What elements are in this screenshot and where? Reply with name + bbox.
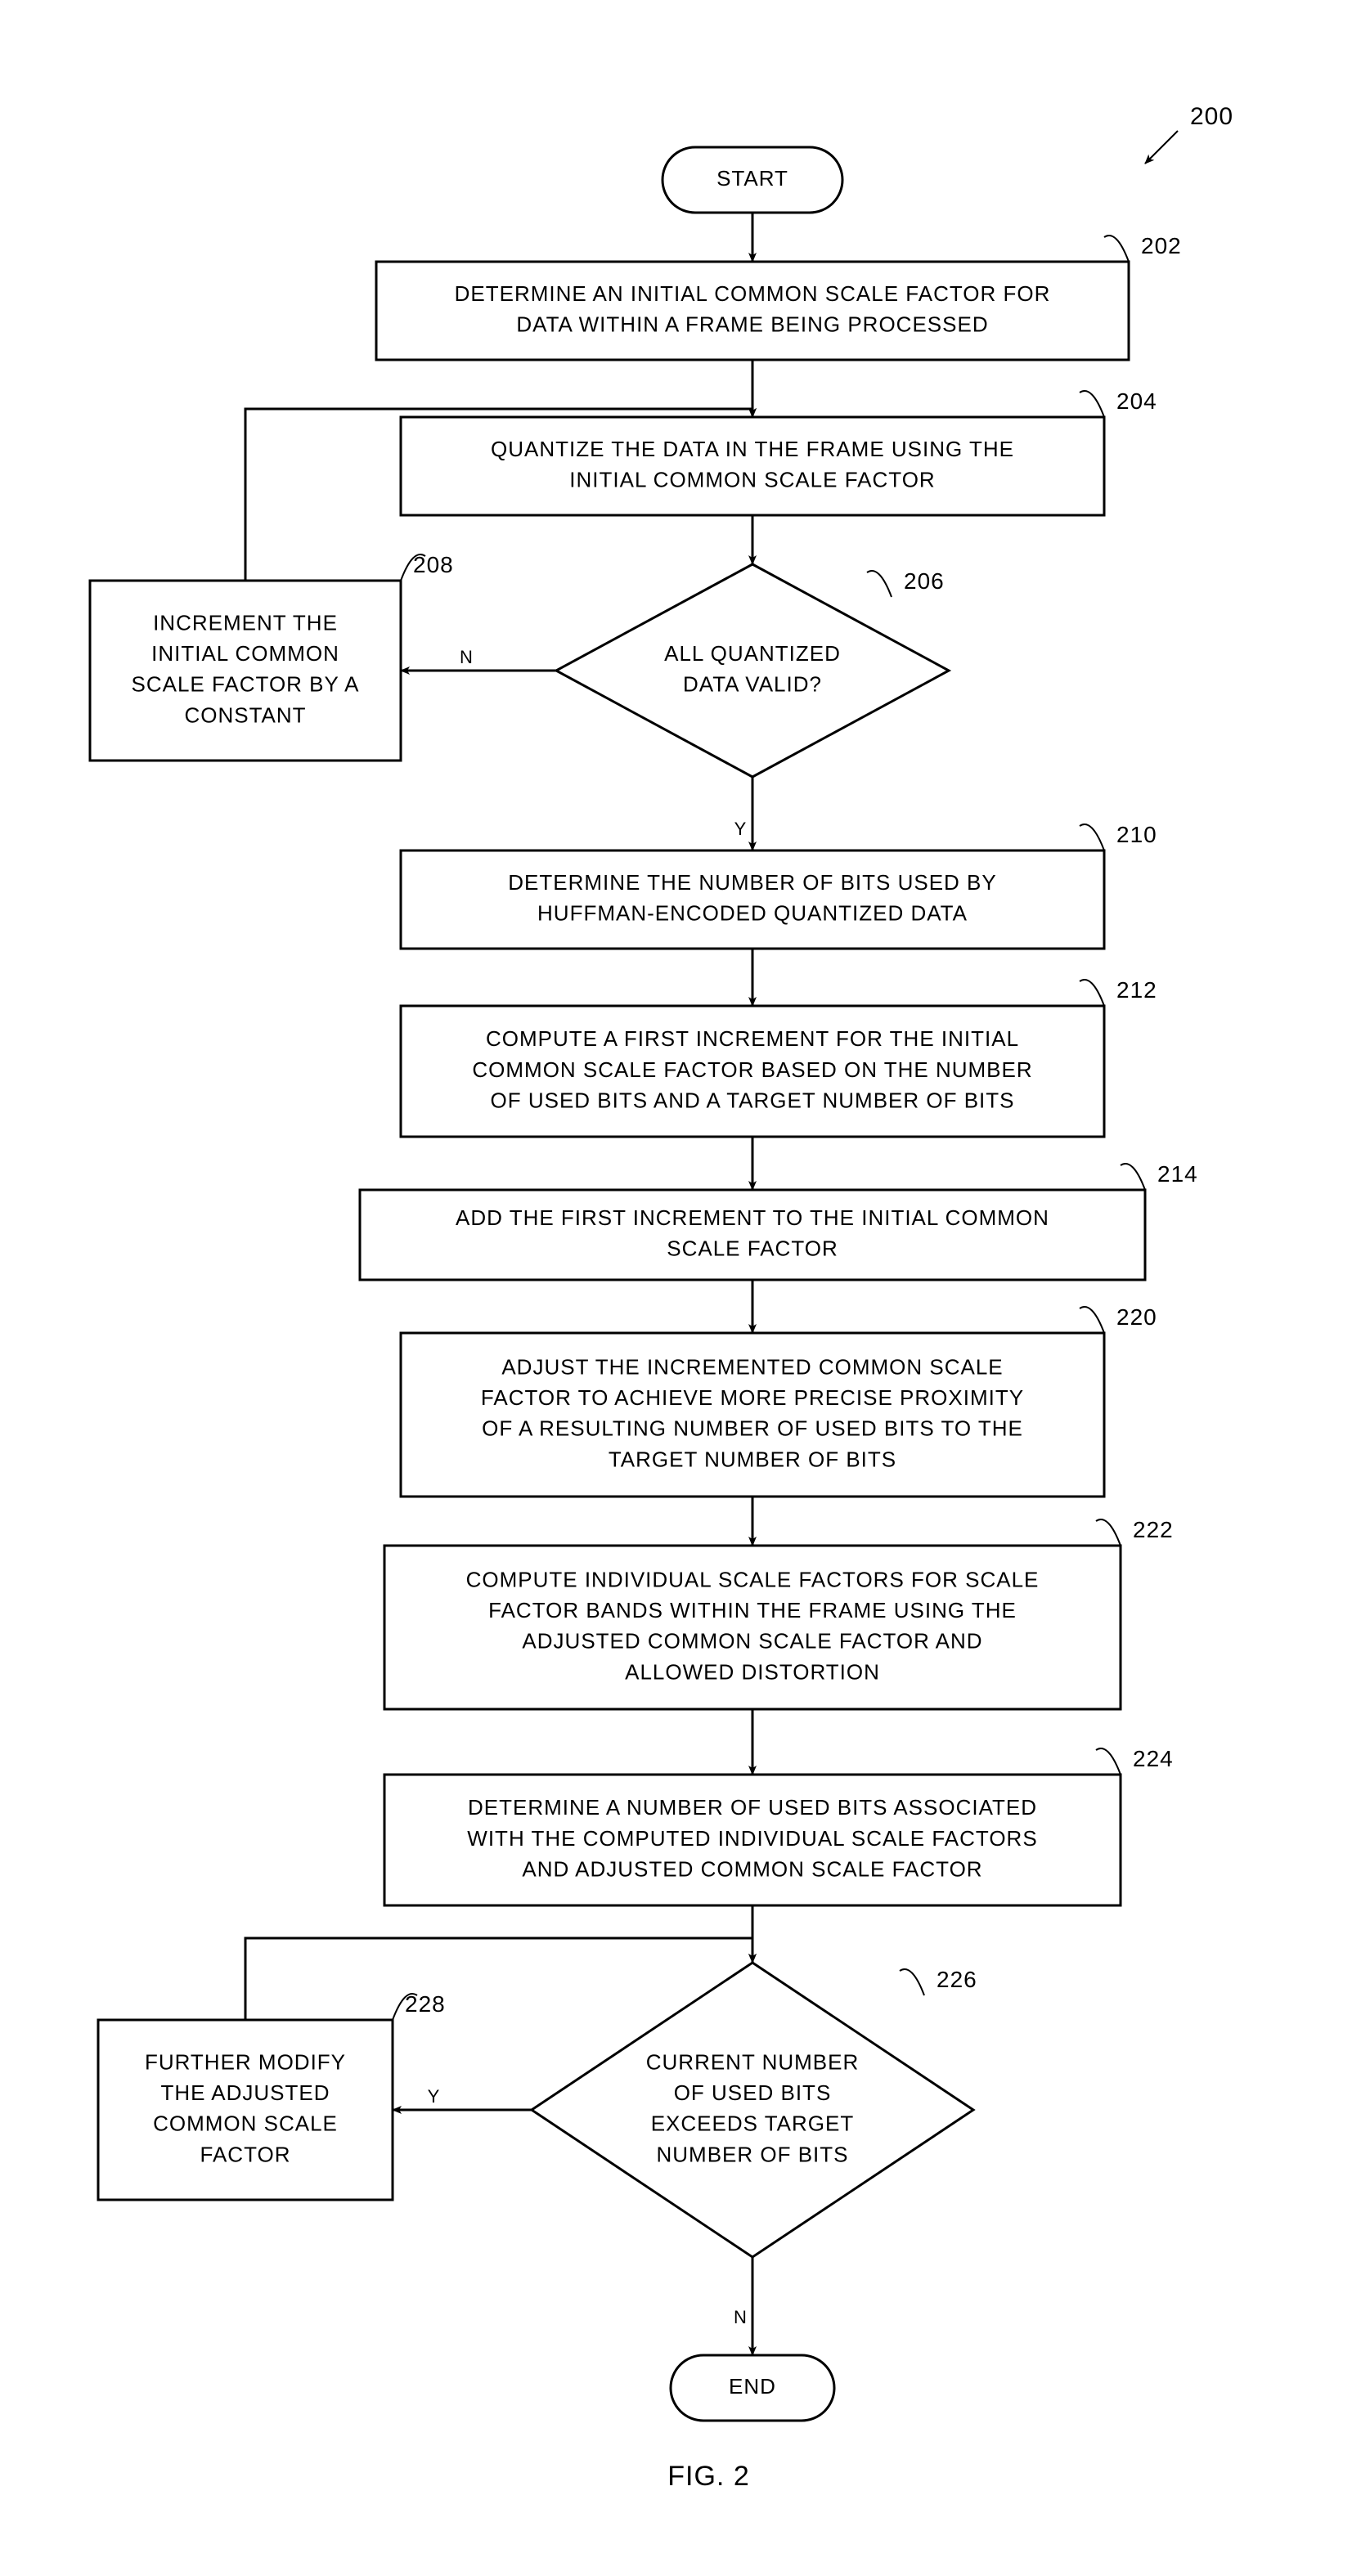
svg-text:WITH THE COMPUTED INDIVIDUAL S: WITH THE COMPUTED INDIVIDUAL SCALE FACTO… [467, 1826, 1037, 1851]
svg-text:END: END [729, 2374, 776, 2399]
node-n210: DETERMINE THE NUMBER OF BITS USED BY HUFF… [401, 850, 1104, 949]
svg-text:INITIAL COMMON SCALE FACTOR: INITIAL COMMON SCALE FACTOR [569, 468, 935, 492]
figure-ref-label: 200 [1190, 103, 1233, 130]
svg-text:QUANTIZE THE DATA IN THE FRAME: QUANTIZE THE DATA IN THE FRAME USING THE [491, 437, 1014, 461]
ref-210: 210 [1116, 822, 1157, 847]
svg-text:COMMON SCALE: COMMON SCALE [153, 2112, 338, 2136]
edge-label-N: N [734, 2307, 747, 2327]
svg-text:DETERMINE THE NUMBER OF BITS U: DETERMINE THE NUMBER OF BITS USED BY [508, 870, 996, 895]
edge-n208-n204 [245, 409, 752, 581]
node-n222: COMPUTE INDIVIDUAL SCALE FACTORS FOR SCA… [384, 1546, 1121, 1709]
svg-text:DETERMINE A NUMBER OF USED BIT: DETERMINE A NUMBER OF USED BITS ASSOCIAT… [468, 1795, 1037, 1820]
svg-text:COMPUTE INDIVIDUAL SCALE FACTO: COMPUTE INDIVIDUAL SCALE FACTORS FOR SCA… [466, 1567, 1040, 1591]
svg-text:CURRENT NUMBER: CURRENT NUMBER [646, 2049, 860, 2074]
svg-text:OF USED BITS AND A TARGET NUMB: OF USED BITS AND A TARGET NUMBER OF BITS [491, 1088, 1015, 1113]
svg-text:OF A RESULTING NUMBER OF USED: OF A RESULTING NUMBER OF USED BITS TO TH… [482, 1416, 1023, 1441]
svg-text:SCALE FACTOR BY A: SCALE FACTOR BY A [131, 672, 359, 697]
svg-text:THE ADJUSTED: THE ADJUSTED [160, 2080, 330, 2105]
node-n202: DETERMINE AN INITIAL COMMON SCALE FACTOR… [376, 262, 1129, 360]
ref-220: 220 [1116, 1304, 1157, 1330]
svg-text:START: START [716, 166, 788, 191]
svg-text:TARGET NUMBER OF BITS: TARGET NUMBER OF BITS [609, 1447, 896, 1471]
ref-212: 212 [1116, 977, 1157, 1003]
svg-text:FURTHER MODIFY: FURTHER MODIFY [145, 2049, 346, 2074]
svg-text:FACTOR: FACTOR [200, 2142, 291, 2166]
svg-text:COMMON SCALE FACTOR BASED ON T: COMMON SCALE FACTOR BASED ON THE NUMBER [472, 1057, 1032, 1082]
node-n226: CURRENT NUMBER OF USED BITS EXCEEDS TARGET… [532, 1963, 973, 2257]
edge-label-Y: Y [428, 2086, 440, 2107]
svg-text:DATA VALID?: DATA VALID? [683, 672, 822, 697]
svg-text:FACTOR TO ACHIEVE MORE PRECISE: FACTOR TO ACHIEVE MORE PRECISE PROXIMITY [481, 1385, 1024, 1410]
edge-label-Y: Y [734, 819, 747, 839]
ref-214: 214 [1157, 1161, 1198, 1187]
ref-208: 208 [413, 552, 454, 577]
ref-226: 226 [937, 1967, 977, 1992]
flowchart-figure: N Y Y N START DETERMINE AN INITIAL COMMON SC… [0, 0, 1352, 2576]
node-n228: FURTHER MODIFY THE ADJUSTED COMMON SCALE FA… [98, 2020, 393, 2200]
node-n214: ADD THE FIRST INCREMENT TO THE INITIAL C… [360, 1190, 1145, 1280]
node-n212: COMPUTE A FIRST INCREMENT FOR THE INITIA… [401, 1006, 1104, 1137]
node-end: END [671, 2355, 834, 2421]
node-n220: ADJUST THE INCREMENTED COMMON SCALE FACTO… [401, 1333, 1104, 1497]
svg-text:ALL QUANTIZED: ALL QUANTIZED [664, 641, 841, 666]
svg-text:ALLOWED DISTORTION: ALLOWED DISTORTION [625, 1659, 880, 1684]
node-n206: ALL QUANTIZED DATA VALID? [556, 564, 949, 777]
svg-text:AND ADJUSTED COMMON SCALE FACT: AND ADJUSTED COMMON SCALE FACTOR [522, 1857, 982, 1882]
svg-text:EXCEEDS TARGET: EXCEEDS TARGET [651, 2112, 855, 2136]
svg-text:INCREMENT THE: INCREMENT THE [153, 610, 338, 635]
node-start: START [663, 147, 842, 213]
ref-224: 224 [1133, 1746, 1174, 1771]
node-n204: QUANTIZE THE DATA IN THE FRAME USING THE… [401, 417, 1104, 515]
svg-text:DATA WITHIN A FRAME BEING PROC: DATA WITHIN A FRAME BEING PROCESSED [516, 312, 988, 337]
ref-202: 202 [1141, 233, 1182, 258]
svg-text:FACTOR BANDS WITHIN THE FRAME: FACTOR BANDS WITHIN THE FRAME USING THE [488, 1598, 1017, 1622]
svg-text:HUFFMAN-ENCODED QUANTIZED DATA: HUFFMAN-ENCODED QUANTIZED DATA [537, 901, 968, 926]
svg-text:SCALE FACTOR: SCALE FACTOR [667, 1236, 838, 1261]
ref-222: 222 [1133, 1517, 1174, 1542]
svg-text:NUMBER OF BITS: NUMBER OF BITS [656, 2142, 848, 2166]
svg-text:COMPUTE A FIRST INCREMENT FOR: COMPUTE A FIRST INCREMENT FOR THE INITIA… [486, 1026, 1019, 1051]
ref-204: 204 [1116, 388, 1157, 414]
figure-ref-arrow [1145, 131, 1178, 164]
svg-text:DETERMINE AN INITIAL COMMON SC: DETERMINE AN INITIAL COMMON SCALE FACTOR… [455, 281, 1051, 306]
node-n208: INCREMENT THE INITIAL COMMON SCALE FACTOR … [90, 581, 401, 761]
svg-text:ADD THE FIRST INCREMENT TO THE: ADD THE FIRST INCREMENT TO THE INITIAL C… [456, 1205, 1049, 1230]
edge-label-N: N [460, 647, 473, 667]
svg-text:ADJUST THE INCREMENTED COMMON: ADJUST THE INCREMENTED COMMON SCALE [501, 1354, 1003, 1379]
figure-caption: FIG. 2 [667, 2461, 749, 2492]
svg-text:INITIAL COMMON: INITIAL COMMON [151, 641, 339, 666]
svg-text:CONSTANT: CONSTANT [184, 702, 306, 727]
ref-228: 228 [405, 1991, 446, 2017]
svg-text:ADJUSTED COMMON SCALE FACTOR A: ADJUSTED COMMON SCALE FACTOR AND [522, 1629, 982, 1654]
node-n224: DETERMINE A NUMBER OF USED BITS ASSOCIAT… [384, 1775, 1121, 1905]
edge-n228-n224 [245, 1938, 752, 2020]
svg-text:OF USED BITS: OF USED BITS [674, 2080, 832, 2105]
ref-206: 206 [904, 568, 945, 594]
